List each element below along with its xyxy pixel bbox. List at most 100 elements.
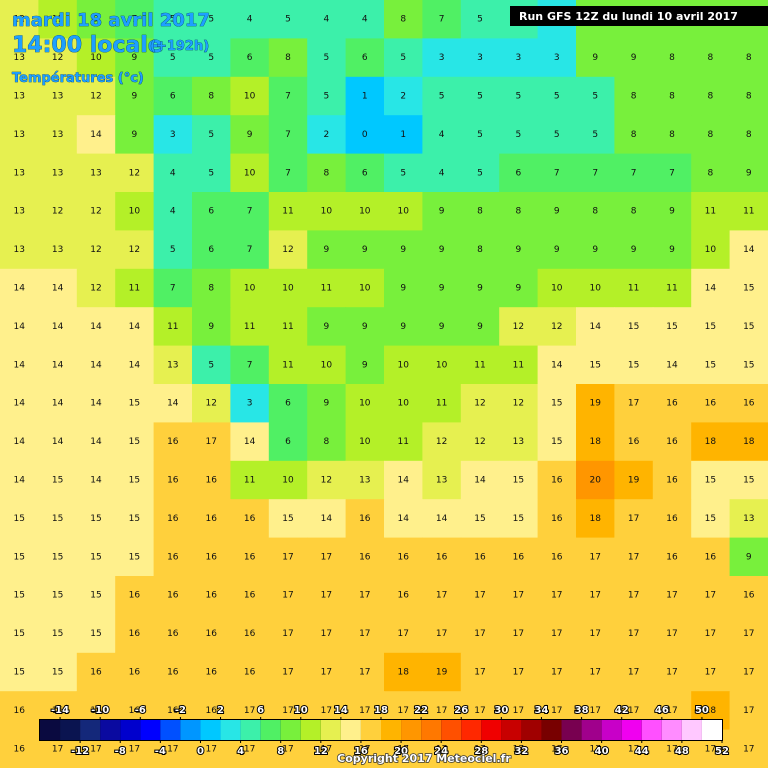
- temperature-value: 15: [52, 668, 63, 678]
- colorbar-label: 16: [354, 746, 368, 757]
- temperature-cell: [729, 115, 768, 155]
- temperature-cell: [652, 614, 692, 654]
- temperature-cell: [192, 537, 231, 577]
- temperature-value: 17: [628, 399, 639, 409]
- temperature-value: 8: [708, 92, 714, 102]
- temperature-value: 14: [129, 360, 141, 370]
- temperature-value: 17: [551, 668, 562, 678]
- temperature-cell: [537, 537, 577, 577]
- temperature-value: 16: [397, 591, 409, 601]
- temperature-value: 16: [129, 591, 141, 601]
- temperature-value: 14: [321, 514, 333, 524]
- temperature-value: 0: [362, 130, 368, 140]
- temperature-cell: [38, 153, 78, 193]
- temperature-cell: [345, 230, 385, 270]
- temperature-cell: [576, 192, 615, 231]
- temperature-cell: [230, 192, 270, 231]
- temperature-cell: [345, 268, 385, 308]
- temperature-cell: [345, 652, 385, 692]
- temperature-value: 16: [244, 591, 256, 601]
- temperature-cell: [460, 422, 500, 462]
- temperature-cell: [384, 230, 423, 270]
- temperature-cell: [268, 460, 308, 500]
- temperature-value: 8: [631, 207, 637, 217]
- temperature-value: 17: [244, 706, 255, 716]
- temperature-value: 16: [205, 706, 217, 716]
- colorbar-segment: [461, 720, 482, 740]
- temperature-cell: [345, 307, 385, 347]
- temperature-cell: [384, 38, 423, 78]
- colorbar-label: 50: [695, 705, 709, 716]
- temperature-cell: [192, 614, 231, 654]
- temperature-value: 12: [52, 207, 63, 217]
- temperature-value: 5: [477, 168, 483, 178]
- temperature-cell: [0, 460, 39, 500]
- temperature-cell: [115, 422, 155, 462]
- temperature-cell: [38, 268, 78, 308]
- temperature-value: 10: [321, 360, 333, 370]
- temperature-value: 9: [400, 245, 406, 255]
- temperature-cell: [0, 0, 39, 39]
- temperature-value: 9: [554, 207, 560, 217]
- temperature-cell: [499, 652, 539, 692]
- temperature-cell: [268, 115, 308, 155]
- temperature-value: 13: [359, 476, 370, 486]
- temperature-value: 9: [439, 207, 445, 217]
- temperature-value: 17: [513, 706, 524, 716]
- temperature-value: 12: [13, 15, 24, 25]
- temperature-cell: [0, 729, 39, 768]
- temperature-cell: [729, 691, 768, 731]
- temperature-value: 17: [397, 706, 408, 716]
- temperature-cell: [268, 76, 308, 116]
- temperature-value: 17: [743, 706, 754, 716]
- temperature-cell: [537, 192, 577, 231]
- temperature-value: 15: [282, 514, 293, 524]
- temperature-value: 10: [359, 284, 371, 294]
- temperature-value: 14: [13, 284, 25, 294]
- temperature-cell: [729, 537, 768, 577]
- temperature-value: 16: [666, 437, 678, 447]
- temperature-value: 16: [705, 399, 717, 409]
- temperature-cell: [691, 576, 731, 615]
- temperature-value: 13: [13, 207, 24, 217]
- temperature-value: 16: [205, 476, 217, 486]
- temperature-value: 9: [439, 245, 445, 255]
- temperature-value: 12: [436, 437, 447, 447]
- temperature-cell: [537, 384, 577, 423]
- temperature-value: 9: [477, 284, 483, 294]
- temperature-value: 6: [285, 437, 291, 447]
- temperature-value: 10: [244, 92, 256, 102]
- temperature-cell: [0, 576, 39, 615]
- colorbar-label: 26: [454, 705, 468, 716]
- temperature-value: 7: [247, 360, 253, 370]
- temperature-cell: [384, 345, 423, 385]
- temperature-cell: [192, 384, 231, 423]
- temperature-value: 12: [129, 245, 140, 255]
- temperature-cell: [460, 345, 500, 385]
- temperature-cell: [537, 499, 577, 539]
- temperature-cell: [307, 422, 347, 462]
- temperature-cell: [268, 652, 308, 692]
- temperature-value: 15: [90, 629, 101, 639]
- temperature-value: 17: [628, 514, 639, 524]
- colorbar-label: 2: [217, 705, 224, 716]
- temperature-cell: [0, 76, 39, 116]
- temperature-value: 7: [592, 168, 598, 178]
- temperature-value: 16: [359, 552, 371, 562]
- run-box: [510, 6, 768, 26]
- temperature-value: 14: [129, 322, 141, 332]
- temperature-cell: [192, 307, 231, 347]
- temperature-cell: [460, 115, 500, 155]
- temperature-value: 9: [132, 130, 138, 140]
- temperature-cell: [192, 76, 231, 116]
- temperature-cell: [460, 384, 500, 423]
- temperature-value: 16: [666, 399, 678, 409]
- temperature-cell: [384, 537, 423, 577]
- temperature-cell: [153, 76, 193, 116]
- temperature-value: 9: [439, 322, 445, 332]
- temperature-value: 15: [129, 514, 140, 524]
- colorbar-label: 6: [257, 705, 264, 716]
- temperature-value: 18: [589, 437, 601, 447]
- temperature-cell: [307, 652, 347, 692]
